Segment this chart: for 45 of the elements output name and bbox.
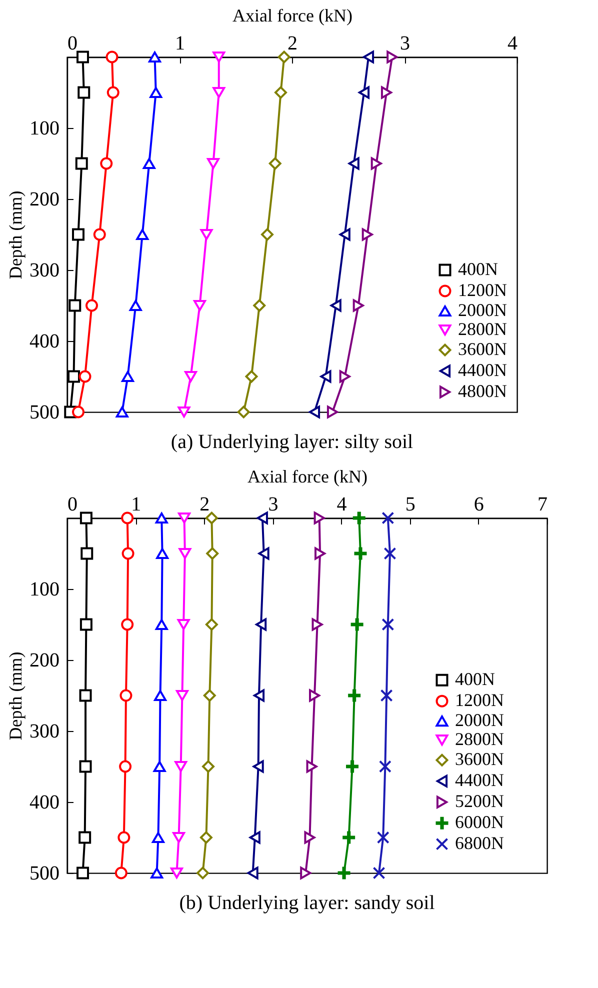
- y-axis-title: Depth (mm): [6, 652, 26, 740]
- y-tick-label: 100: [30, 118, 60, 140]
- text: (b) Underlying layer: sandy soil: [179, 892, 436, 914]
- y-tick-label: 500: [30, 402, 60, 424]
- x-tick-label: 7: [538, 494, 548, 516]
- legend-label: 1200N: [455, 690, 504, 710]
- legend-label: 4800N: [458, 381, 507, 401]
- legend-label: 1200N: [458, 280, 507, 300]
- x-axis-title: Axial force (kN): [232, 6, 352, 26]
- legend-label: 4400N: [455, 770, 504, 790]
- y-tick-label: 400: [30, 330, 60, 352]
- y-axis-title: Depth (mm): [6, 190, 26, 280]
- x-tick-label: 3: [400, 32, 410, 54]
- legend-label: 6800N: [455, 833, 504, 854]
- legend-label: 3600N: [455, 749, 504, 770]
- x-tick-label: 1: [131, 494, 142, 516]
- y-tick-label: 400: [30, 792, 60, 814]
- x-tick-label: 4: [508, 32, 518, 54]
- y-tick-label: 500: [30, 862, 60, 884]
- x-tick-label: 1: [175, 32, 185, 54]
- x-tick-label: 2: [288, 32, 298, 54]
- legend-label: 2000N: [458, 300, 507, 320]
- x-tick-label: 5: [405, 494, 416, 516]
- x-tick-label: 6: [474, 494, 484, 516]
- x-tick-label: 3: [268, 494, 278, 516]
- legend-label: 3600N: [458, 339, 507, 359]
- legend-label: 5200N: [455, 791, 504, 812]
- y-tick-label: 200: [30, 188, 60, 210]
- legend-label: 2000N: [455, 710, 504, 730]
- legend-label: 2800N: [458, 319, 507, 339]
- legend-label: 400N: [455, 669, 495, 690]
- legend-label: 2800N: [455, 729, 504, 750]
- legend-label: 400N: [458, 259, 498, 279]
- y-tick-label: 100: [30, 578, 60, 600]
- legend-label: 6000N: [455, 812, 504, 832]
- y-tick-label: 300: [30, 720, 60, 742]
- x-tick-label: 4: [336, 494, 347, 516]
- text: (a) Underlying layer: silty soil: [170, 431, 414, 453]
- y-tick-label: 200: [30, 650, 60, 672]
- x-tick-label: 2: [200, 494, 210, 516]
- x-tick-label: 0: [68, 494, 78, 516]
- x-axis-title: Axial force (kN): [248, 466, 368, 486]
- legend-label: 4400N: [458, 360, 507, 380]
- y-tick-label: 300: [30, 260, 60, 282]
- x-tick-label: 0: [68, 32, 78, 54]
